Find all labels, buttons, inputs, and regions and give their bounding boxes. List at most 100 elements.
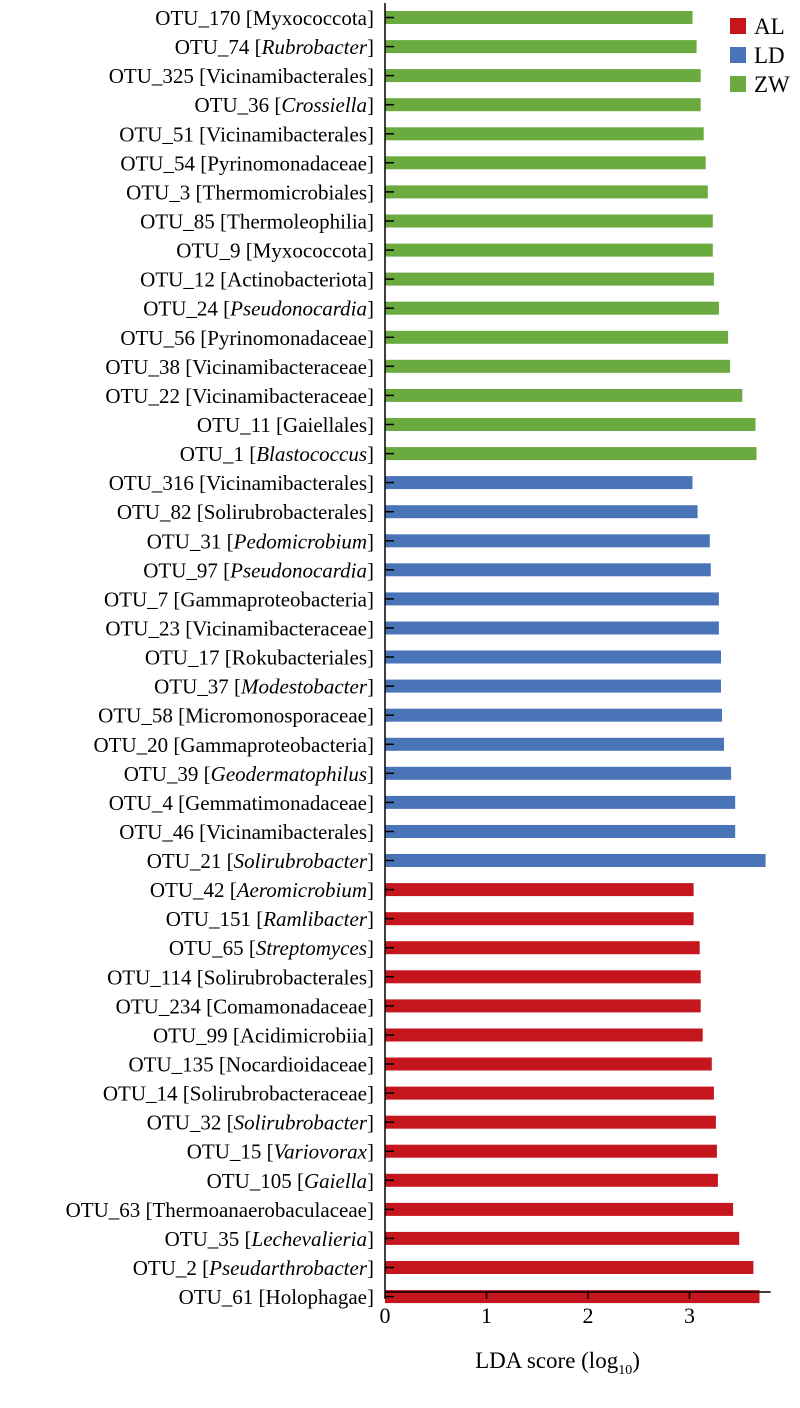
bracket-close: ] <box>367 239 374 263</box>
bracket-close: ] <box>367 93 374 117</box>
otu-id: OTU_14 [ <box>103 1082 190 1106</box>
taxon-name: Thermoanaerobaculaceae <box>152 1198 367 1222</box>
category-label: OTU_135 [Nocardioidaceae] <box>129 1053 374 1077</box>
otu-id: OTU_37 [ <box>154 675 241 699</box>
legend: AL LD ZW <box>730 14 790 97</box>
bracket-close: ] <box>367 529 374 553</box>
otu-id: OTU_1 [ <box>180 442 256 466</box>
bracket-close: ] <box>367 762 374 786</box>
bracket-close: ] <box>367 500 374 524</box>
bracket-close: ] <box>367 791 374 815</box>
category-label: OTU_24 [Pseudonocardia] <box>143 297 374 321</box>
otu-id: OTU_99 [ <box>153 1024 240 1048</box>
otu-id: OTU_32 [ <box>147 1111 234 1135</box>
otu-id: OTU_316 [ <box>109 471 206 495</box>
bar-otu-58 <box>385 708 722 722</box>
bar-otu-234 <box>385 999 701 1013</box>
bar-otu-46 <box>385 825 736 838</box>
bar-otu-38 <box>385 359 731 373</box>
bar-otu-85 <box>385 214 713 228</box>
otu-id: OTU_23 [ <box>105 617 192 641</box>
category-label: OTU_51 [Vicinamibacterales] <box>119 122 374 146</box>
bracket-close: ] <box>367 558 374 582</box>
otu-id: OTU_31 [ <box>147 529 234 553</box>
taxon-name: Streptomyces <box>256 936 367 960</box>
category-label: OTU_97 [Pseudonocardia] <box>143 558 374 582</box>
category-label: OTU_105 [Gaiella] <box>207 1169 374 1193</box>
bar-otu-63 <box>385 1202 734 1216</box>
bracket-close: ] <box>367 965 374 989</box>
otu-id: OTU_3 [ <box>126 180 202 204</box>
category-label: OTU_21 [Solirubrobacter] <box>147 849 374 873</box>
bar-otu-37 <box>385 679 721 693</box>
bracket-close: ] <box>367 1024 374 1048</box>
taxon-name: Modestobacter <box>240 675 368 699</box>
bar-otu-9 <box>385 243 713 257</box>
taxon-name: Gaiellales <box>283 413 367 437</box>
otu-id: OTU_36 [ <box>195 93 282 117</box>
category-label: OTU_63 [Thermoanaerobaculaceae] <box>66 1198 374 1222</box>
otu-id: OTU_11 [ <box>197 413 283 437</box>
bar-otu-51 <box>385 127 704 141</box>
bracket-close: ] <box>367 1082 374 1106</box>
bracket-close: ] <box>367 268 374 292</box>
taxon-name: Geodermatophilus <box>211 762 367 786</box>
taxon-name: Acidimicrobiia <box>240 1024 368 1048</box>
taxon-name: Gemmatimonadaceae <box>185 791 367 815</box>
bar-otu-4 <box>385 795 736 809</box>
bar-otu-54 <box>385 156 706 170</box>
category-label: OTU_39 [Geodermatophilus] <box>124 762 374 786</box>
category-label: OTU_58 [Micromonosporaceae] <box>98 704 374 728</box>
bracket-close: ] <box>367 151 374 175</box>
category-label: OTU_7 [Gammaproteobacteria] <box>104 587 374 611</box>
bracket-close: ] <box>367 1285 374 1309</box>
bar-otu-99 <box>385 1028 703 1042</box>
bracket-close: ] <box>367 122 374 146</box>
taxon-name: Rokubacteriales <box>232 646 367 670</box>
otu-id: OTU_4 [ <box>109 791 185 815</box>
category-label: OTU_14 [Solirubrobacteraceae] <box>103 1082 374 1106</box>
legend-swatch-al <box>730 18 746 34</box>
category-label: OTU_82 [Solirubrobacterales] <box>117 500 374 524</box>
bar-otu-2 <box>385 1261 754 1274</box>
bracket-close: ] <box>367 442 374 466</box>
category-label: OTU_20 [Gammaproteobacteria] <box>94 733 374 757</box>
bar-otu-74 <box>385 40 697 54</box>
category-label: OTU_85 [Thermoleophilia] <box>140 210 374 234</box>
otu-id: OTU_20 [ <box>94 733 181 757</box>
x-tick-label: 3 <box>684 1303 695 1328</box>
taxon-name: Pyrinomonadaceae <box>207 151 367 175</box>
otu-id: OTU_85 [ <box>140 210 227 234</box>
taxon-name: Aeromicrobium <box>235 878 367 902</box>
otu-id: OTU_54 [ <box>120 151 207 175</box>
bracket-close: ] <box>367 907 374 931</box>
otu-id: OTU_135 [ <box>129 1053 226 1077</box>
bar-otu-23 <box>385 621 719 635</box>
bar-otu-135 <box>385 1057 712 1071</box>
otu-id: OTU_234 [ <box>116 994 213 1018</box>
bar-otu-11 <box>385 418 756 431</box>
bracket-close: ] <box>367 733 374 757</box>
x-axis-label-text: LDA score (log <box>475 1348 619 1373</box>
legend-label-al: AL <box>754 14 785 39</box>
bar-otu-15 <box>385 1144 717 1158</box>
otu-id: OTU_22 [ <box>105 384 192 408</box>
bracket-close: ] <box>367 1198 374 1222</box>
taxon-name: Pyrinomonadaceae <box>207 326 367 350</box>
taxon-name: Gaiella <box>304 1169 367 1193</box>
taxon-name: Rubrobacter <box>261 35 368 59</box>
taxon-name: Blastococcus <box>256 442 367 466</box>
bar-otu-3 <box>385 185 708 199</box>
otu-id: OTU_2 [ <box>133 1256 209 1280</box>
category-labels: OTU_170 [Myxococcota]OTU_74 [Rubrobacter… <box>66 6 374 1309</box>
category-label: OTU_9 [Myxococcota] <box>176 239 374 263</box>
otu-id: OTU_56 [ <box>120 326 207 350</box>
otu-id: OTU_9 [ <box>176 239 252 263</box>
otu-id: OTU_12 [ <box>140 268 227 292</box>
taxon-name: Vicinamibacteraceae <box>192 355 367 379</box>
bracket-close: ] <box>367 820 374 844</box>
bar-otu-1 <box>385 447 757 461</box>
category-label: OTU_42 [Aeromicrobium] <box>150 878 374 902</box>
otu-id: OTU_24 [ <box>143 297 230 321</box>
